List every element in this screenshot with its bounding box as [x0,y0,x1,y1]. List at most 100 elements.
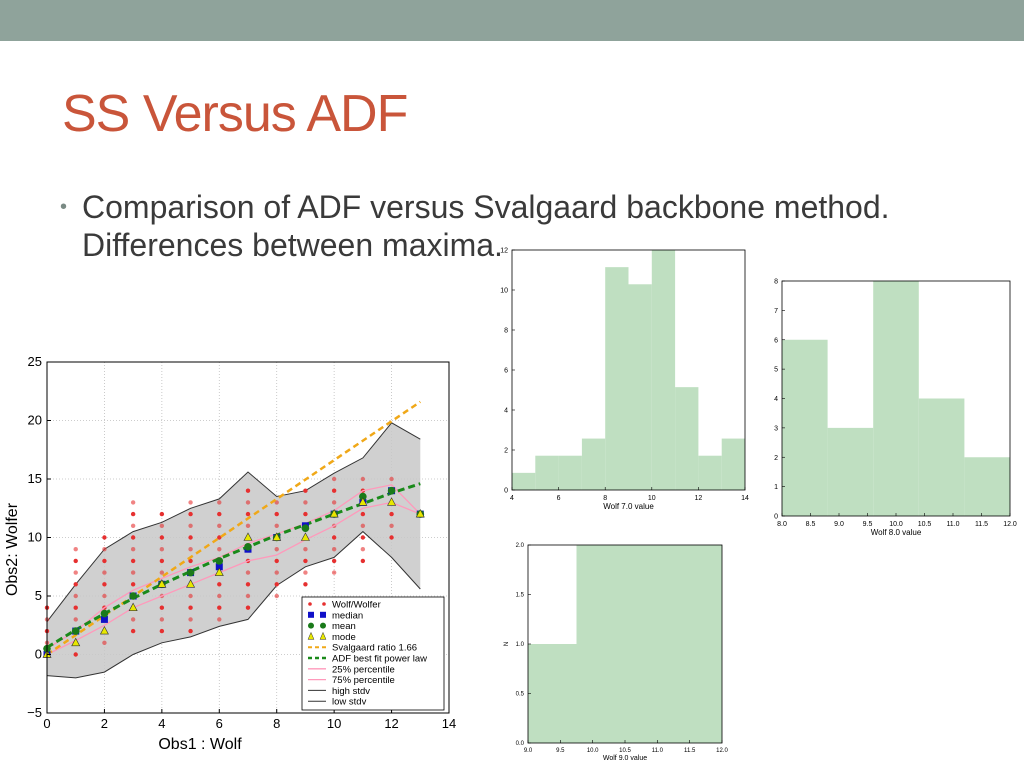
scatter-point [130,617,136,622]
scatter-point [360,535,366,540]
scatter-point [102,570,107,575]
histogram-bar [628,284,652,490]
histogram-bar [675,387,699,490]
scatter-point [188,547,193,552]
scatter-point [217,535,222,540]
bullet-line-1: Comparison of ADF versus Svalgaard backb… [82,189,890,225]
x-tick-label: 10.5 [619,748,631,754]
x-tick-label: 12.0 [1003,521,1017,528]
scatter-point [360,476,366,482]
y-tick-label: 15 [28,471,42,486]
x-tick-label: 12 [695,495,703,502]
histogram-bar [721,438,745,490]
y-tick-label: 0 [774,514,778,521]
y-tick-label: 0 [504,488,508,495]
histogram-wolf-9: 9.0 9.5 10.0 10.5 11.0 11.5 12.0 0.0 0.5 1.0 1.5 2.… [504,543,728,762]
x-tick-label: 11.0 [652,748,664,754]
scatter-point [188,617,193,622]
x-axis-label: Wolf 8.0 value [871,528,922,537]
scatter-point [245,511,251,517]
scatter-point [274,593,279,599]
scatter-point [73,570,78,575]
adf-fit-line [46,482,421,649]
scatter-point [217,582,222,587]
scatter-point [188,500,193,505]
histogram-bar [918,398,965,516]
legend-symbol [308,602,312,606]
histogram-bar [782,339,828,516]
mean-marker [387,486,396,495]
legend-label: high stdv [332,686,370,697]
scatter-point [159,535,165,540]
mode-marker [300,532,310,541]
legend-label: low stdv [332,697,367,708]
x-axis-label: Wolf 9.0 value [603,755,647,762]
mode-marker [358,497,368,506]
scatter-point [360,558,366,564]
mode-marker [186,579,196,588]
scatter-point [217,547,222,552]
x-tick-label: 6 [557,495,561,502]
scatter-point [245,488,251,493]
x-tick-label: 8.5 [806,521,816,528]
scatter-point [217,511,222,517]
x-tick-label: 11.5 [684,748,696,754]
scatter-point [217,605,222,610]
mode-marker [99,625,109,635]
scatter-point [130,547,136,552]
scatter-point [188,535,193,540]
mean-marker [244,543,252,551]
scatter-point [73,593,78,599]
scatter-point [73,547,78,552]
scatter-point [130,500,136,505]
scatter-point [130,570,136,575]
x-tick-label: 11.0 [946,521,959,528]
mean-marker [100,609,109,618]
y-tick-label: 20 [28,413,42,428]
scatter-point [159,511,165,517]
bullet-item: Comparison of ADF versus Svalgaard backb… [82,188,890,264]
y-tick-label: 5 [35,588,42,603]
high-stdv-line [46,422,421,623]
histogram-bar [581,438,606,490]
mode-marker [387,497,397,506]
y-tick-label: 1.5 [516,593,525,599]
x-tick-label: 10.0 [587,748,599,754]
x-tick-label: 10.5 [918,521,932,528]
y-tick-label: −5 [27,705,42,720]
histogram-bar [528,644,577,743]
mean-marker [186,568,195,577]
y-tick-label: 1.0 [516,642,525,648]
scatter-point [274,523,279,528]
scatter-point [303,570,308,575]
low-stdv-line [46,530,421,679]
histogram-bar [605,267,629,490]
scatter-point [389,511,394,517]
scatter-point [245,570,251,575]
scatter-point [159,628,165,634]
histogram-bar [651,250,676,490]
scatter-point [73,617,78,622]
y-tick-label: 8 [504,328,508,335]
x-tick-label: 8.0 [777,521,787,528]
scatter-point [245,593,251,599]
y-tick-label: 2.0 [516,543,525,549]
y-tick-label: 0.5 [516,692,525,698]
x-tick-label: 10.0 [889,521,903,528]
x-tick-label: 12.0 [716,748,728,754]
y-tick-label: 1 [774,484,778,491]
scatter-point [274,500,279,505]
y-tick-label: 8 [774,279,778,286]
x-tick-label: 6 [216,716,223,731]
legend-symbol [307,631,315,640]
x-axis-label: Wolf 7.0 value [603,502,654,511]
scatter-point [188,511,193,517]
x-tick-label: 14 [442,716,456,731]
scatter-point [303,500,308,505]
scatter-point [245,500,251,505]
bullet-marker: • [60,196,68,218]
scatter-point [331,488,337,493]
scatter-point [159,605,165,610]
mode-marker [157,579,167,588]
median-marker [215,563,223,571]
